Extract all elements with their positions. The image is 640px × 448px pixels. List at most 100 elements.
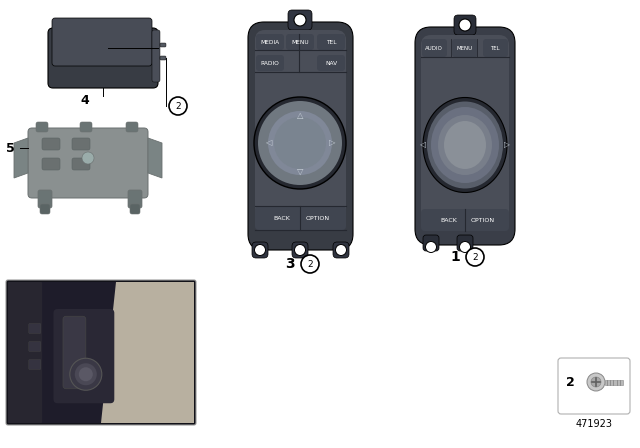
FancyBboxPatch shape xyxy=(48,28,158,88)
FancyBboxPatch shape xyxy=(252,242,268,258)
Text: RADIO: RADIO xyxy=(260,60,280,65)
FancyBboxPatch shape xyxy=(29,341,41,352)
FancyBboxPatch shape xyxy=(28,128,148,198)
Ellipse shape xyxy=(438,115,492,175)
FancyBboxPatch shape xyxy=(255,30,346,226)
FancyBboxPatch shape xyxy=(333,242,349,258)
Text: 2: 2 xyxy=(566,375,574,388)
FancyBboxPatch shape xyxy=(292,242,308,258)
FancyBboxPatch shape xyxy=(255,206,346,230)
FancyBboxPatch shape xyxy=(317,34,345,50)
Text: TEL: TEL xyxy=(326,39,336,44)
FancyBboxPatch shape xyxy=(126,122,138,132)
Circle shape xyxy=(70,358,102,390)
FancyBboxPatch shape xyxy=(36,122,48,132)
FancyBboxPatch shape xyxy=(421,35,509,223)
FancyBboxPatch shape xyxy=(63,316,86,389)
Circle shape xyxy=(274,117,326,169)
Ellipse shape xyxy=(427,102,503,189)
Circle shape xyxy=(301,255,319,273)
Text: ▷: ▷ xyxy=(329,138,335,147)
FancyBboxPatch shape xyxy=(288,10,312,30)
Text: 2: 2 xyxy=(307,259,313,268)
FancyBboxPatch shape xyxy=(52,18,152,66)
Circle shape xyxy=(587,373,605,391)
Circle shape xyxy=(169,97,187,115)
Circle shape xyxy=(82,152,94,164)
Circle shape xyxy=(79,367,93,381)
Circle shape xyxy=(591,377,601,387)
Text: 4: 4 xyxy=(81,94,90,107)
FancyBboxPatch shape xyxy=(152,30,160,82)
FancyBboxPatch shape xyxy=(256,55,284,71)
FancyBboxPatch shape xyxy=(72,158,90,170)
Ellipse shape xyxy=(423,98,507,193)
Circle shape xyxy=(258,101,342,185)
Text: MENU: MENU xyxy=(291,39,309,44)
Text: TEL: TEL xyxy=(490,46,500,51)
Circle shape xyxy=(294,14,306,26)
Text: NAV: NAV xyxy=(325,60,337,65)
Polygon shape xyxy=(14,138,28,178)
Text: ◁: ◁ xyxy=(420,141,426,150)
FancyBboxPatch shape xyxy=(160,56,166,60)
Text: OPTION: OPTION xyxy=(306,215,330,220)
Text: ▽: ▽ xyxy=(297,167,303,176)
Text: BACK: BACK xyxy=(273,215,291,220)
Bar xyxy=(605,379,623,384)
FancyBboxPatch shape xyxy=(130,204,140,214)
Text: MENU: MENU xyxy=(457,46,473,51)
Circle shape xyxy=(460,241,470,253)
Circle shape xyxy=(459,19,471,31)
FancyBboxPatch shape xyxy=(80,122,92,132)
Ellipse shape xyxy=(444,121,486,169)
Text: MEDIA: MEDIA xyxy=(260,39,280,44)
Text: BACK: BACK xyxy=(440,217,458,223)
Text: 471923: 471923 xyxy=(575,419,612,429)
FancyBboxPatch shape xyxy=(8,282,194,423)
FancyBboxPatch shape xyxy=(317,55,345,71)
FancyBboxPatch shape xyxy=(422,39,447,57)
Circle shape xyxy=(255,245,266,255)
FancyBboxPatch shape xyxy=(29,323,41,333)
Polygon shape xyxy=(148,138,162,178)
Text: ◁: ◁ xyxy=(265,138,271,147)
Ellipse shape xyxy=(431,107,499,183)
FancyBboxPatch shape xyxy=(457,235,473,251)
Circle shape xyxy=(294,245,305,255)
FancyBboxPatch shape xyxy=(423,235,439,251)
Text: 2: 2 xyxy=(175,102,181,111)
FancyBboxPatch shape xyxy=(558,358,630,414)
Text: AUDIO: AUDIO xyxy=(425,46,443,51)
Circle shape xyxy=(259,102,341,184)
FancyBboxPatch shape xyxy=(72,138,90,150)
Text: ▷: ▷ xyxy=(504,141,510,150)
FancyBboxPatch shape xyxy=(38,190,52,208)
Text: 5: 5 xyxy=(6,142,14,155)
FancyBboxPatch shape xyxy=(421,209,509,231)
FancyBboxPatch shape xyxy=(42,138,60,150)
Circle shape xyxy=(254,97,346,189)
FancyBboxPatch shape xyxy=(256,34,284,50)
Polygon shape xyxy=(101,282,194,423)
Circle shape xyxy=(466,248,484,266)
FancyBboxPatch shape xyxy=(452,39,478,57)
Text: 3: 3 xyxy=(285,257,295,271)
FancyBboxPatch shape xyxy=(286,34,314,50)
FancyBboxPatch shape xyxy=(54,309,115,403)
FancyBboxPatch shape xyxy=(483,39,508,57)
Circle shape xyxy=(426,241,436,253)
Circle shape xyxy=(259,102,341,184)
Circle shape xyxy=(335,245,346,255)
Text: 1: 1 xyxy=(450,250,460,264)
FancyBboxPatch shape xyxy=(248,22,353,250)
Circle shape xyxy=(268,111,332,175)
FancyBboxPatch shape xyxy=(40,204,50,214)
Circle shape xyxy=(75,363,97,385)
Text: 2: 2 xyxy=(472,253,478,262)
Text: △: △ xyxy=(297,111,303,120)
FancyBboxPatch shape xyxy=(42,158,60,170)
FancyBboxPatch shape xyxy=(6,280,196,425)
FancyBboxPatch shape xyxy=(29,359,41,370)
FancyBboxPatch shape xyxy=(415,27,515,245)
